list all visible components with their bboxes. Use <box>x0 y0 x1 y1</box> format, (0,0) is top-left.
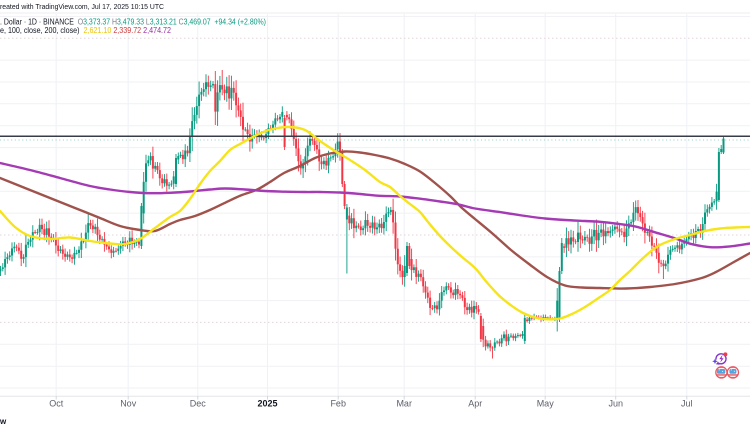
svg-text:Nov: Nov <box>120 399 137 409</box>
svg-text:Mar: Mar <box>396 399 412 409</box>
svg-text:May: May <box>537 399 555 409</box>
svg-text:e, 100, close, 200, close) 2,: e, 100, close, 200, close) 2,621.10 2,33… <box>0 26 171 35</box>
svg-text:w: w <box>0 417 7 426</box>
svg-text:Feb: Feb <box>330 399 346 409</box>
svg-text:Apr: Apr <box>468 399 482 409</box>
svg-text:. Dollar · 1D · BINANCE O3,37: . Dollar · 1D · BINANCE O3,373.37 H3,479… <box>0 17 266 26</box>
svg-text:reated with TradingView.com, J: reated with TradingView.com, Jul 17, 202… <box>0 2 165 11</box>
svg-text:Oct: Oct <box>49 399 64 409</box>
svg-text:Dec: Dec <box>190 399 207 409</box>
svg-text:Jun: Jun <box>608 399 623 409</box>
svg-text:Jul: Jul <box>681 399 693 409</box>
svg-text:2025: 2025 <box>257 399 277 409</box>
